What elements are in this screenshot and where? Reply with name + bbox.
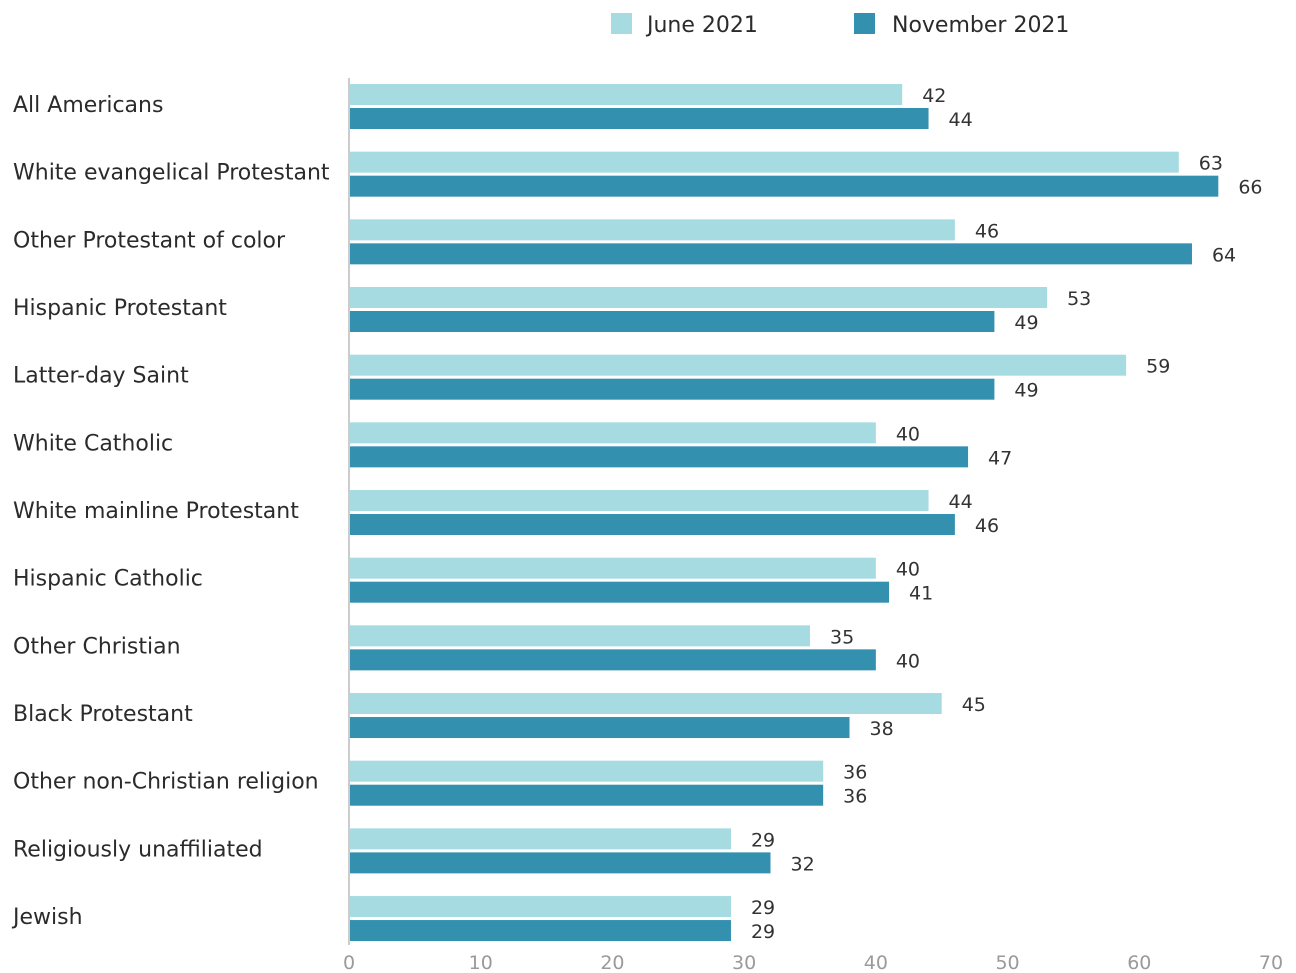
bar-june — [349, 84, 903, 105]
category-label: Jewish — [11, 905, 83, 930]
category-label: Religiously unaffiliated — [13, 837, 263, 862]
category-label: Hispanic Catholic — [13, 567, 203, 592]
legend-swatch-june — [611, 13, 632, 34]
bar-june — [349, 760, 824, 782]
data-label-november: 44 — [949, 109, 973, 131]
category-label: White evangelical Protestant — [13, 161, 330, 186]
bar-june — [349, 557, 876, 579]
data-label-november: 32 — [790, 853, 814, 875]
bar-june — [349, 287, 1048, 309]
category-label: White Catholic — [13, 431, 173, 456]
bar-june — [349, 625, 810, 647]
category-label: Latter-day Saint — [13, 364, 189, 389]
bar-june — [349, 219, 955, 241]
bar-november — [349, 784, 824, 806]
data-label-june: 53 — [1067, 288, 1091, 310]
data-label-june: 40 — [896, 559, 920, 581]
category-labels: All Americans White evangelical Protestan… — [11, 93, 330, 930]
bar-june — [349, 896, 731, 918]
data-label-november: 36 — [843, 786, 867, 808]
bar-june — [349, 693, 942, 715]
data-label-november: 46 — [975, 515, 999, 537]
bar-november — [349, 175, 1219, 197]
category-label: All Americans — [13, 93, 163, 118]
data-label-november: 49 — [1014, 380, 1038, 402]
data-label-june: 44 — [949, 491, 973, 513]
data-label-november: 66 — [1238, 177, 1262, 199]
bars — [349, 84, 1219, 942]
data-label-june: 36 — [843, 762, 867, 784]
legend-swatch-november — [854, 13, 875, 34]
legend-label-june: June 2021 — [645, 13, 758, 38]
data-label-june: 42 — [922, 85, 946, 107]
data-label-november: 29 — [751, 921, 775, 943]
legend: June 2021 November 2021 — [611, 13, 1069, 38]
data-label-june: 29 — [751, 829, 775, 851]
bar-november — [349, 514, 955, 536]
bar-november — [349, 311, 995, 333]
x-tick-label: 30 — [732, 952, 756, 973]
bar-november — [349, 852, 771, 874]
bar-november — [349, 108, 929, 129]
category-label: White mainline Protestant — [13, 499, 299, 524]
data-label-november: 41 — [909, 583, 933, 605]
bar-november — [349, 581, 890, 603]
category-label: Black Protestant — [13, 702, 193, 727]
data-label-november: 64 — [1212, 244, 1236, 266]
data-label-june: 63 — [1199, 153, 1223, 175]
x-tick-label: 0 — [343, 952, 355, 973]
legend-label-november: November 2021 — [892, 13, 1069, 38]
bar-november — [349, 649, 876, 671]
data-label-november: 38 — [870, 718, 894, 740]
data-label-november: 47 — [988, 447, 1012, 469]
bar-november — [349, 378, 995, 400]
data-label-june: 59 — [1146, 356, 1170, 378]
bar-june — [349, 490, 929, 512]
bar-november — [349, 717, 850, 739]
category-label: Other Christian — [13, 634, 181, 659]
bar-november — [349, 446, 969, 468]
bar-june — [349, 151, 1179, 173]
bar-november — [349, 243, 1192, 265]
data-label-november: 49 — [1014, 312, 1038, 334]
bar-november — [349, 920, 731, 942]
x-tick-label: 10 — [469, 952, 493, 973]
data-label-june: 46 — [975, 220, 999, 242]
x-tick-label: 50 — [995, 952, 1019, 973]
category-label: Other Protestant of color — [13, 228, 286, 253]
data-label-june: 35 — [830, 626, 854, 648]
data-label-november: 40 — [896, 650, 920, 672]
category-label: Other non-Christian religion — [13, 770, 319, 795]
data-label-june: 29 — [751, 897, 775, 919]
bar-june — [349, 422, 876, 444]
bar-june — [349, 828, 731, 850]
x-tick-label: 20 — [600, 952, 624, 973]
data-label-june: 45 — [962, 694, 986, 716]
x-tick-label: 70 — [1259, 952, 1283, 973]
value-labels: 4244636646645349594940474446404135404538… — [751, 85, 1263, 943]
data-label-june: 40 — [896, 423, 920, 445]
category-label: Hispanic Protestant — [13, 296, 227, 321]
x-tick-label: 40 — [864, 952, 888, 973]
x-axis-ticks: 0 10 20 30 40 50 60 70 — [343, 952, 1283, 973]
bar-june — [349, 354, 1127, 376]
x-tick-label: 60 — [1127, 952, 1151, 973]
